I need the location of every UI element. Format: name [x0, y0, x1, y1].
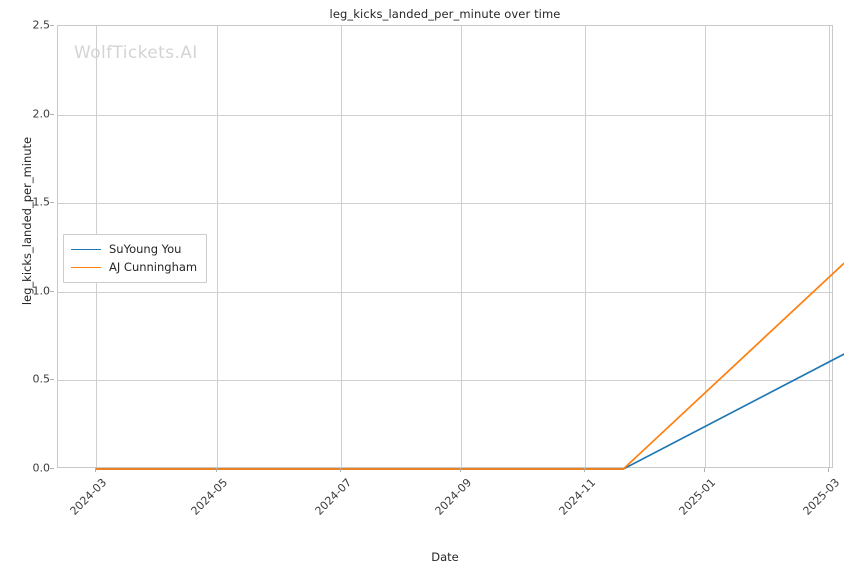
y-tick-mark: [50, 25, 54, 26]
y-tick-label: 0.0: [32, 461, 51, 475]
gridline-horizontal: [58, 291, 832, 293]
series-line: [96, 262, 844, 470]
chart-title: leg_kicks_landed_per_minute over time: [329, 7, 561, 21]
y-tick-label: 2.5: [32, 18, 51, 32]
legend-item[interactable]: AJ Cunningham: [71, 258, 197, 276]
gridline-vertical: [829, 26, 830, 467]
x-tick-mark: [216, 468, 217, 472]
x-tick-mark: [828, 468, 829, 472]
y-tick-label: 1.5: [32, 195, 51, 209]
x-tick-label: 2025-01: [676, 476, 719, 518]
x-tick-mark: [584, 468, 585, 472]
y-axis: leg_kicks_landed_per_minute 0.0 0.5 1.0 1.5…: [0, 19, 54, 475]
legend-label: SuYoung You: [109, 242, 182, 256]
y-axis-label: leg_kicks_landed_per_minute: [20, 136, 34, 306]
legend-color-swatch: [71, 266, 101, 268]
gridline-vertical: [585, 26, 586, 467]
gridline-vertical: [705, 26, 706, 467]
y-tick-label: 0.5: [32, 372, 51, 386]
x-tick-label: 2024-05: [188, 476, 231, 518]
legend-color-swatch: [71, 248, 101, 250]
legend-item[interactable]: SuYoung You: [71, 240, 197, 258]
y-tick-mark: [50, 468, 54, 469]
gridline-horizontal: [58, 380, 832, 382]
x-tick-mark: [340, 468, 341, 472]
gridline-vertical: [461, 26, 462, 467]
x-tick-mark: [704, 468, 705, 472]
y-tick-mark: [50, 113, 54, 115]
series-lines: [96, 262, 844, 470]
gridline-horizontal: [58, 114, 832, 116]
watermark: WolfTickets.AI: [74, 43, 198, 63]
chart-legend: SuYoung You AJ Cunningham: [63, 234, 208, 283]
y-tick-mark: [50, 202, 54, 204]
x-axis: 2024-03 2024-05 2024-07 2024-09 2024-11 2025-…: [57, 468, 842, 548]
x-axis-label: Date: [431, 550, 459, 564]
gridline-vertical: [217, 26, 218, 467]
y-tick-label: 1.0: [32, 284, 51, 298]
x-tick-label: 2024-07: [312, 476, 355, 518]
x-tick-label: 2024-03: [67, 476, 110, 518]
legend-label: AJ Cunningham: [109, 260, 198, 274]
x-tick-mark: [460, 468, 461, 472]
gridline-vertical: [341, 26, 342, 467]
y-tick-mark: [50, 290, 54, 292]
gridline-horizontal: [58, 203, 832, 205]
x-tick-label: 2024-11: [556, 476, 599, 518]
x-tick-label: 2025-03: [800, 476, 843, 518]
y-tick-label: 2.0: [32, 107, 51, 121]
x-tick-label: 2024-09: [432, 476, 475, 518]
y-tick-mark: [50, 379, 54, 381]
x-tick-mark: [95, 468, 96, 472]
